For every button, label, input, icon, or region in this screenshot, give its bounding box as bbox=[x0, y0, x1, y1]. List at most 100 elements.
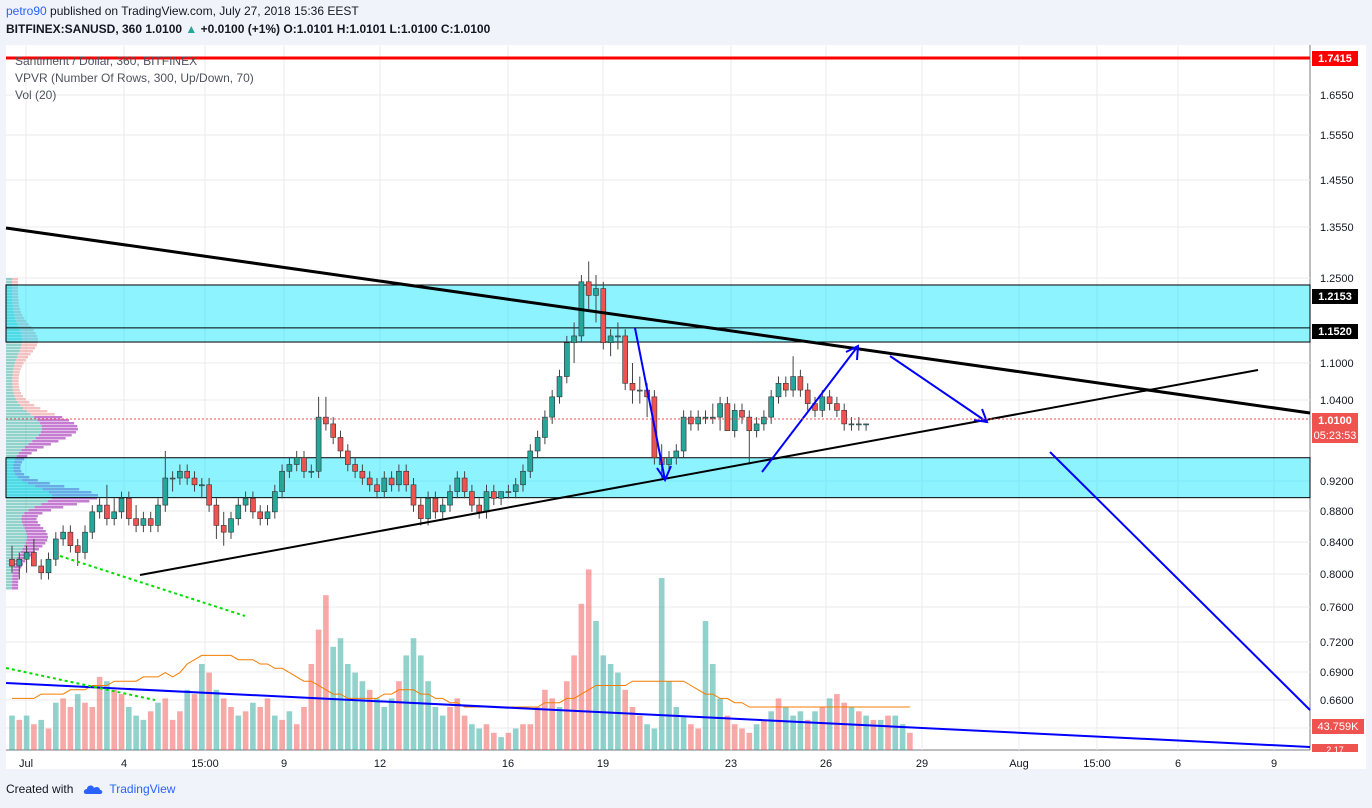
vpvr-row-down bbox=[21, 338, 38, 341]
candle-body bbox=[512, 484, 519, 492]
indicator-legend[interactable]: Santiment / Dollar, 360, BITFINEX VPVR (… bbox=[15, 53, 254, 104]
vpvr-row-down bbox=[17, 401, 30, 404]
author-link[interactable]: petro90 bbox=[6, 4, 47, 18]
vpvr-row-down bbox=[13, 467, 21, 470]
price-tick-label: 1.2500 bbox=[1320, 273, 1354, 285]
vpvr-row-down bbox=[41, 425, 78, 428]
vpvr-row-up bbox=[6, 386, 13, 389]
legend-vpvr[interactable]: VPVR (Number Of Rows, 300, Up/Down, 70) bbox=[15, 71, 254, 85]
vpvr-row-down bbox=[41, 503, 77, 506]
candle-body bbox=[257, 511, 264, 519]
vpvr-row-up bbox=[6, 440, 33, 443]
vpvr-row-down bbox=[27, 536, 49, 539]
vpvr-row-up bbox=[6, 524, 24, 527]
price-tick-label: 0.6900 bbox=[1320, 667, 1354, 679]
high-value: H:1.0101 bbox=[336, 22, 387, 36]
candle-body bbox=[695, 416, 702, 425]
candle-body bbox=[264, 511, 271, 519]
candle-body bbox=[498, 491, 504, 499]
vpvr-row-up bbox=[6, 290, 13, 293]
arrow-down-3[interactable] bbox=[1049, 451, 1311, 711]
arrow-down-1[interactable] bbox=[634, 327, 666, 481]
vpvr-row-down bbox=[30, 413, 55, 416]
candle-body bbox=[476, 504, 483, 513]
vpvr-row-down bbox=[21, 515, 38, 518]
candle-body bbox=[52, 538, 59, 560]
vpvr-row-up bbox=[6, 539, 27, 542]
volume-bar bbox=[315, 629, 322, 750]
candle-body bbox=[38, 565, 45, 574]
candle-body bbox=[147, 518, 154, 526]
vpvr-row-down bbox=[24, 545, 43, 548]
descending-trendline[interactable] bbox=[5, 226, 1311, 415]
volume-bar bbox=[688, 724, 694, 750]
vpvr-row-down bbox=[15, 359, 26, 362]
time-tick-label: 9 bbox=[281, 758, 287, 770]
price-tick-label: 0.7200 bbox=[1320, 637, 1354, 649]
vpvr-row-down bbox=[35, 485, 65, 488]
candle-body bbox=[366, 477, 373, 486]
vpvr-row-up bbox=[6, 323, 18, 326]
vpvr-row-up bbox=[6, 521, 22, 524]
candle-body bbox=[271, 491, 278, 513]
vpvr-row-up bbox=[6, 515, 22, 518]
candle-body bbox=[761, 416, 767, 425]
ascending-trendline[interactable] bbox=[139, 369, 1259, 576]
volume-bar bbox=[126, 707, 132, 750]
vpvr-row-up bbox=[6, 314, 15, 317]
legend-series[interactable]: Santiment / Dollar, 360, BITFINEX bbox=[15, 54, 198, 68]
candle-body bbox=[286, 464, 293, 472]
vpvr-row-down bbox=[12, 299, 19, 302]
volume-bar bbox=[564, 681, 570, 750]
volume-bar bbox=[286, 711, 293, 750]
price-scale-bg[interactable] bbox=[1310, 45, 1366, 769]
drawings[interactable] bbox=[5, 56, 1311, 748]
vpvr-row-down bbox=[17, 557, 29, 560]
vpvr-row-up bbox=[6, 449, 22, 452]
vpvr-row-down bbox=[12, 383, 19, 386]
vpvr-row-up bbox=[6, 527, 25, 530]
vpvr-row-up bbox=[6, 365, 14, 368]
volume-bar bbox=[549, 698, 555, 750]
vpvr-row-up bbox=[6, 305, 13, 308]
volume-bar bbox=[308, 664, 315, 750]
vpvr-row-up bbox=[6, 509, 29, 512]
candle-body bbox=[118, 498, 125, 513]
symbol-interval[interactable]: BITFINEX:SANUSD, 360 bbox=[6, 22, 143, 36]
vpvr-row-down bbox=[12, 305, 20, 308]
candle-body bbox=[74, 545, 81, 553]
candle-body bbox=[381, 477, 388, 492]
countdown-badge: 05:23:53 bbox=[1314, 430, 1357, 442]
candle-body bbox=[447, 491, 453, 506]
time-tick-label: 6 bbox=[1175, 758, 1181, 770]
candle-body bbox=[96, 504, 103, 513]
arrow-up-1[interactable] bbox=[761, 345, 859, 473]
vpvr-row-down bbox=[12, 293, 19, 296]
volume-bar bbox=[607, 664, 614, 750]
volume-bar bbox=[863, 715, 869, 750]
candle-body bbox=[359, 470, 366, 479]
candle-body bbox=[352, 464, 358, 472]
price-tick-label: 1.1000 bbox=[1320, 358, 1354, 370]
brand-link[interactable]: TradingView bbox=[79, 782, 175, 796]
legend-volume[interactable]: Vol (20) bbox=[15, 88, 57, 102]
candle-body bbox=[819, 396, 826, 411]
volume-bar bbox=[16, 719, 23, 750]
volume-bar bbox=[53, 702, 59, 750]
candle-body bbox=[709, 416, 716, 419]
volume-bar bbox=[454, 698, 461, 750]
candle-body bbox=[337, 437, 344, 452]
time-tick-label: 29 bbox=[916, 758, 928, 770]
vpvr-row-up bbox=[6, 503, 42, 506]
candle-body bbox=[520, 470, 526, 486]
vpvr-row-up bbox=[6, 488, 43, 491]
arrow-down-2[interactable] bbox=[889, 355, 988, 423]
vpvr-row-down bbox=[13, 566, 22, 569]
volume-bar bbox=[717, 698, 723, 750]
vpvr-row-up bbox=[6, 338, 22, 341]
vpvr-row-down bbox=[13, 461, 22, 464]
candle-body bbox=[746, 416, 753, 431]
volume-trendline[interactable] bbox=[5, 682, 1311, 748]
candle-body bbox=[753, 423, 760, 431]
